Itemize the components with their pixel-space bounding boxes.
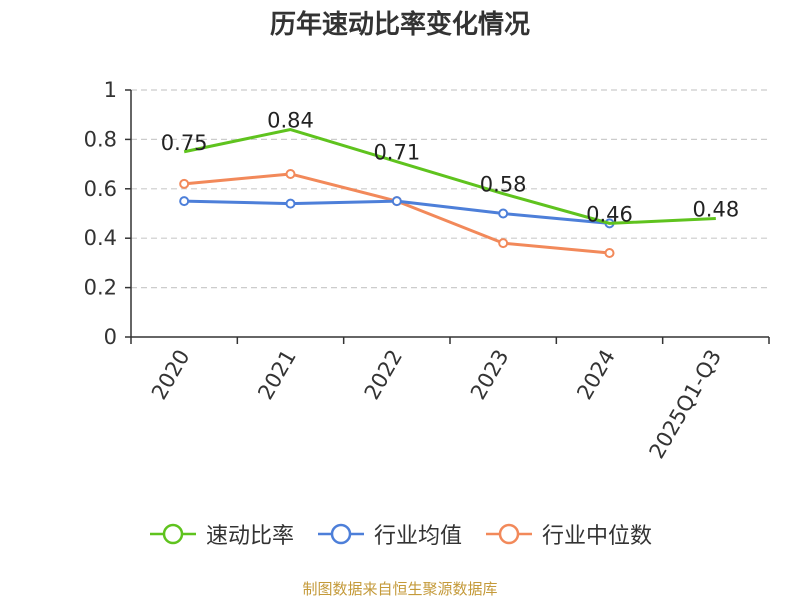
y-tick-label: 0.8 [84, 127, 117, 151]
legend-marker [498, 523, 520, 545]
y-tick-label: 0.6 [84, 177, 117, 201]
y-tick-label: 1 [104, 78, 117, 102]
legend-marker [162, 523, 184, 545]
data-label: 0.75 [161, 131, 208, 155]
legend-label: 行业均值 [373, 524, 462, 549]
data-point [285, 198, 296, 209]
data-point [498, 208, 509, 219]
x-tick-label: 2020 [147, 346, 195, 404]
data-point [391, 196, 402, 207]
legend-item[interactable]: 行业均值 [316, 518, 462, 550]
source-note: 制图数据来自恒生聚源数据库 [302, 580, 498, 598]
x-tick-label: 2021 [253, 346, 301, 404]
data-label: 0.58 [480, 173, 527, 197]
legend-label: 行业中位数 [542, 524, 653, 549]
legend-line-icon [149, 523, 196, 545]
legend-line-icon [317, 523, 364, 545]
y-tick-label: 0.4 [84, 226, 117, 250]
x-tick-label: 2023 [466, 345, 514, 403]
y-tick-label: 0.2 [84, 276, 117, 300]
x-tick-label: 2022 [360, 346, 408, 404]
data-point [285, 168, 296, 179]
data-point [604, 248, 615, 259]
x-tick-label: 2025Q1-Q3 [645, 346, 727, 463]
series-line [184, 172, 610, 255]
data-label: 0.84 [267, 109, 314, 133]
legend: 速动比率 行业均值 行业中位数 [0, 518, 800, 550]
data-label: 0.48 [692, 197, 739, 221]
legend-label: 速动比率 [205, 524, 294, 549]
y-tick-label: 0 [104, 325, 117, 349]
legend-item[interactable]: 速动比率 [148, 518, 294, 550]
series-line [183, 128, 716, 225]
legend-item[interactable]: 行业中位数 [484, 518, 652, 550]
data-label: 0.71 [373, 141, 420, 165]
legend-marker [330, 523, 352, 545]
chart-title: 历年速动比率变化情况 [269, 10, 530, 40]
data-label: 0.46 [586, 202, 633, 226]
x-tick-label: 2024 [572, 346, 620, 404]
data-point [498, 238, 509, 249]
data-point [179, 196, 190, 207]
legend-line-icon [486, 523, 532, 545]
data-point [179, 178, 190, 189]
